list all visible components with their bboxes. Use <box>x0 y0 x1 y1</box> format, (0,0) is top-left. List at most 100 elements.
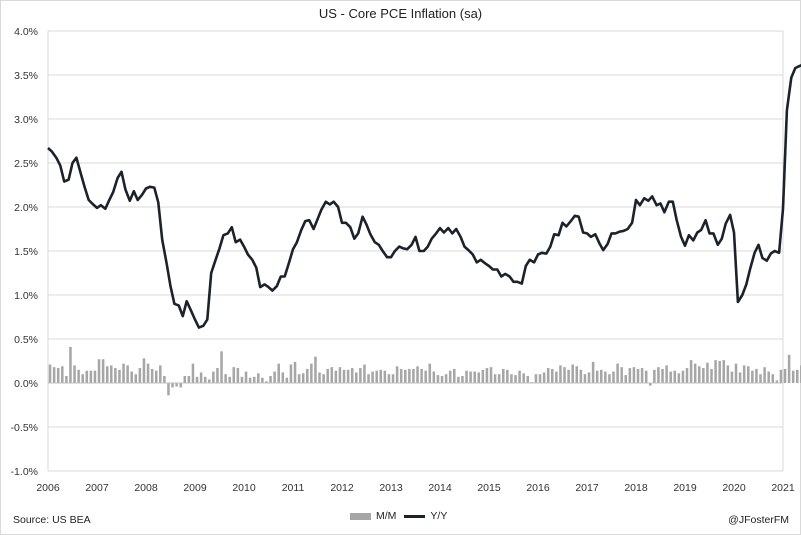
mm-bar <box>281 372 285 383</box>
legend: M/M Y/Y <box>350 509 447 523</box>
mm-bar <box>179 383 182 388</box>
mm-bar <box>93 370 97 383</box>
mm-bar <box>114 368 117 383</box>
mm-bar <box>118 369 121 383</box>
x-tick-label: 2016 <box>526 482 550 494</box>
gridlines <box>47 30 784 472</box>
mm-bar <box>542 372 546 383</box>
mm-bar <box>265 381 268 383</box>
mm-bar <box>714 360 717 383</box>
mm-bar <box>408 368 411 383</box>
mm-bar <box>395 366 399 383</box>
mm-bar <box>252 376 256 383</box>
x-tick-label: 2021 <box>771 482 795 494</box>
mm-bar <box>199 372 203 383</box>
mm-bar <box>697 366 701 383</box>
mm-bar <box>355 372 358 383</box>
mm-bar <box>363 364 366 383</box>
mm-bar <box>718 361 721 383</box>
mm-bar <box>412 368 415 383</box>
mm-bar <box>587 372 591 383</box>
mm-bar <box>146 363 150 383</box>
mm-bar <box>330 367 334 383</box>
mm-bar <box>477 372 481 383</box>
mm-bar <box>534 374 538 383</box>
mm-bar <box>56 368 60 383</box>
mm-bar <box>600 369 603 383</box>
y-tick-label: 1.0% <box>14 290 38 302</box>
mm-bar <box>665 365 668 383</box>
mm-bar <box>546 368 550 383</box>
mm-bar <box>383 370 387 383</box>
mm-bar <box>318 372 321 383</box>
mm-bar <box>481 369 485 383</box>
mm-bar <box>473 371 476 383</box>
x-tick-label: 2010 <box>232 482 256 494</box>
mm-bar <box>297 374 301 383</box>
legend-item-yy: Y/Y <box>404 510 447 522</box>
mm-bar <box>142 358 146 383</box>
mm-bar <box>191 363 195 383</box>
mm-bar <box>669 371 672 383</box>
mm-bar <box>81 374 84 383</box>
mm-bar <box>604 371 607 383</box>
mm-bar <box>497 374 501 383</box>
mm-bar <box>195 376 199 383</box>
mm-bar <box>224 374 227 383</box>
mm-bar <box>371 371 374 383</box>
x-tick-label: 2011 <box>282 482 305 494</box>
mm-bar <box>404 369 407 383</box>
mm-bar <box>461 375 464 383</box>
mm-bar <box>742 365 746 383</box>
mm-bar <box>457 376 460 383</box>
mm-bar <box>159 365 162 383</box>
mm-bar <box>730 371 734 383</box>
mm-bar <box>583 374 587 383</box>
mm-bar <box>555 371 558 383</box>
mm-bar <box>436 375 440 383</box>
mm-bar <box>105 366 109 383</box>
mm-bar <box>702 368 705 383</box>
mm-bar <box>432 371 436 383</box>
mm-bar <box>122 363 125 383</box>
mm-bar <box>163 375 166 383</box>
mm-bar <box>751 370 754 383</box>
mm-bar <box>722 360 726 383</box>
x-tick-label: 2012 <box>330 482 354 494</box>
mm-bar <box>228 376 231 383</box>
legend-item-mm: M/M <box>350 510 396 522</box>
mm-bar <box>61 366 64 383</box>
mm-bar <box>628 368 632 383</box>
mm-bar <box>101 359 105 383</box>
y-tick-label: 3.0% <box>14 114 38 126</box>
mm-bar <box>693 363 697 383</box>
mm-bar <box>465 370 468 383</box>
mm-bar <box>89 370 93 383</box>
mm-bar <box>342 369 346 383</box>
mm-bar <box>518 370 521 383</box>
mm-bar <box>77 369 80 383</box>
mm-bar <box>726 365 730 383</box>
x-tick-label: 2014 <box>428 482 452 494</box>
mm-bar <box>310 363 313 383</box>
mm-bar <box>616 363 619 383</box>
mm-bar <box>783 368 787 383</box>
x-tick-label: 2009 <box>183 482 207 494</box>
mm-bar <box>367 374 370 383</box>
x-tick-label: 2006 <box>36 482 60 494</box>
mm-bar <box>154 370 158 383</box>
mm-bar <box>469 371 472 383</box>
mm-bar <box>795 369 799 383</box>
source-note: Source: US BEA <box>13 514 91 526</box>
mm-bar <box>391 374 395 383</box>
mm-bar <box>346 369 350 383</box>
mm-bar <box>208 379 211 383</box>
mm-bar <box>126 365 129 383</box>
mm-bar <box>759 374 762 383</box>
mm-bar <box>273 371 276 383</box>
mm-bar <box>755 368 758 383</box>
mm-bar <box>649 383 652 386</box>
mm-bar <box>522 373 525 383</box>
mm-bar <box>640 368 644 383</box>
